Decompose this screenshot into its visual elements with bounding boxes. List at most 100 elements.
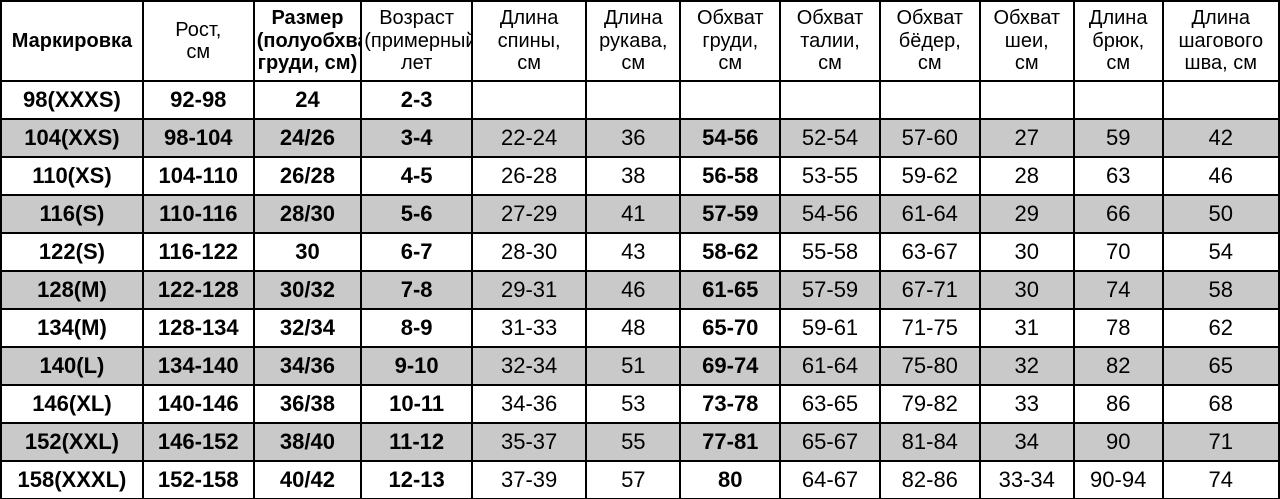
- cell-r1-c11: [1072, 80, 1164, 120]
- cell-r11-c2: 152-158: [141, 460, 255, 499]
- cell-r11-c12: 74: [1161, 460, 1280, 499]
- column-header-5: Длина спины, см: [471, 0, 588, 82]
- cell-r1-c8: [779, 80, 881, 120]
- column-header-line: Обхват: [796, 7, 864, 30]
- cell-r8-c6: 51: [585, 346, 682, 386]
- table-row: 122(S) 116-122 30 6-7 28-30 43 58-62 55-58 63-67…: [0, 232, 1280, 272]
- cell-r7-c9: 71-75: [878, 308, 981, 348]
- column-header-4: Возраст(примерный),лет: [360, 0, 474, 82]
- cell-r11-c3: 40/42: [252, 460, 363, 499]
- cell-r9-c8: 63-65: [779, 384, 881, 424]
- table-row: 110(XS) 104-110 26/28 4-5 26-28 38 56-58 53-55 5…: [0, 156, 1280, 196]
- cell-marking: 128(M): [0, 270, 144, 310]
- cell-marking: 140(L): [0, 346, 144, 386]
- cell-r6-c8: 57-59: [779, 270, 881, 310]
- cell-r2-c7: 54-56: [679, 118, 782, 158]
- cell-r5-c5: 28-30: [471, 232, 588, 272]
- cell-r5-c11: 70: [1072, 232, 1164, 272]
- table-header: Маркировка Рост,смРазмер(полуобхватгруди,…: [0, 0, 1280, 82]
- column-header-line: Длина: [499, 7, 559, 30]
- column-header-line: Длина: [1191, 7, 1251, 30]
- cell-r3-c2: 104-110: [141, 156, 255, 196]
- cell-r6-c12: 58: [1161, 270, 1280, 310]
- column-header-line: лет: [400, 52, 433, 75]
- cell-r6-c11: 74: [1072, 270, 1164, 310]
- column-header-line: брюк,: [1092, 29, 1145, 52]
- column-header-line: Маркировка: [11, 29, 133, 52]
- cell-r11-c9: 82-86: [878, 460, 981, 499]
- cell-r9-c2: 140-146: [141, 384, 255, 424]
- cell-marking: 116(S): [0, 194, 144, 234]
- column-header-line: Обхват: [696, 7, 764, 30]
- column-header-line: Возраст: [379, 7, 455, 30]
- cell-r5-c7: 58-62: [679, 232, 782, 272]
- column-header-line: Обхват: [896, 7, 964, 30]
- cell-r8-c9: 75-80: [878, 346, 981, 386]
- cell-r11-c8: 64-67: [779, 460, 881, 499]
- cell-r7-c7: 65-70: [679, 308, 782, 348]
- cell-r3-c5: 26-28: [471, 156, 588, 196]
- table-body: 98(XXXS) 92-98 24 2-3 104(XXS) 98-104 24/26 3-4…: [0, 80, 1280, 499]
- cell-r4-c11: 66: [1072, 194, 1164, 234]
- cell-r8-c12: 65: [1161, 346, 1280, 386]
- cell-r5-c10: 30: [978, 232, 1075, 272]
- cell-r9-c12: 68: [1161, 384, 1280, 424]
- cell-r11-c6: 57: [585, 460, 682, 499]
- cell-r7-c8: 59-61: [779, 308, 881, 348]
- column-header-line: груди, см): [257, 52, 358, 75]
- cell-r10-c12: 71: [1161, 422, 1280, 462]
- cell-r3-c10: 28: [978, 156, 1075, 196]
- cell-r7-c12: 62: [1161, 308, 1280, 348]
- column-header-10: Обхват шеи, см: [978, 0, 1075, 82]
- cell-r8-c3: 34/36: [252, 346, 363, 386]
- cell-r2-c12: 42: [1161, 118, 1280, 158]
- column-header-line: Размер: [271, 7, 344, 30]
- cell-r5-c2: 116-122: [141, 232, 255, 272]
- cell-r6-c5: 29-31: [471, 270, 588, 310]
- table-row: 98(XXXS) 92-98 24 2-3: [0, 80, 1280, 120]
- table-row: 128(M) 122-128 30/32 7-8 29-31 46 61-65 57-59 67…: [0, 270, 1280, 310]
- cell-marking: 152(XXL): [0, 422, 144, 462]
- cell-r1-c9: [878, 80, 981, 120]
- cell-r5-c8: 55-58: [779, 232, 881, 272]
- cell-r6-c6: 46: [585, 270, 682, 310]
- cell-r11-c10: 33-34: [978, 460, 1075, 499]
- cell-r9-c10: 33: [978, 384, 1075, 424]
- column-header-line: Длина: [1088, 7, 1148, 30]
- column-header-11: Длина брюк, см: [1072, 0, 1164, 82]
- cell-r2-c11: 59: [1072, 118, 1164, 158]
- cell-r6-c4: 7-8: [360, 270, 474, 310]
- cell-r4-c12: 50: [1161, 194, 1280, 234]
- cell-r1-c7: [679, 80, 782, 120]
- cell-r9-c5: 34-36: [471, 384, 588, 424]
- column-header-line: см: [917, 52, 942, 75]
- column-header-3: Размер(полуобхватгруди, см): [252, 0, 363, 82]
- cell-marking: 146(XL): [0, 384, 144, 424]
- cell-r7-c10: 31: [978, 308, 1075, 348]
- cell-r11-c7: 80: [679, 460, 782, 499]
- table-row: 158(XXXL) 152-158 40/42 12-13 37-39 57 80 64-67…: [0, 460, 1280, 499]
- cell-r7-c2: 128-134: [141, 308, 255, 348]
- cell-r6-c10: 30: [978, 270, 1075, 310]
- column-header-2: Рост, см: [141, 0, 255, 82]
- cell-r10-c3: 38/40: [252, 422, 363, 462]
- table-row: 152(XXL) 146-152 38/40 11-12 35-37 55 77-81 65-…: [0, 422, 1280, 462]
- cell-marking: 122(S): [0, 232, 144, 272]
- cell-r10-c6: 55: [585, 422, 682, 462]
- cell-r10-c4: 11-12: [360, 422, 474, 462]
- cell-r9-c9: 79-82: [878, 384, 981, 424]
- cell-r1-c12: [1161, 80, 1280, 120]
- cell-r5-c12: 54: [1161, 232, 1280, 272]
- cell-r2-c9: 57-60: [878, 118, 981, 158]
- column-header-line: см: [718, 52, 743, 75]
- cell-r3-c4: 4-5: [360, 156, 474, 196]
- cell-marking: 104(XXS): [0, 118, 144, 158]
- cell-r3-c11: 63: [1072, 156, 1164, 196]
- cell-r2-c10: 27: [978, 118, 1075, 158]
- cell-r2-c3: 24/26: [252, 118, 363, 158]
- cell-r4-c7: 57-59: [679, 194, 782, 234]
- table-row: 140(L) 134-140 34/36 9-10 32-34 51 69-74 61-64 7…: [0, 346, 1280, 386]
- cell-r2-c2: 98-104: [141, 118, 255, 158]
